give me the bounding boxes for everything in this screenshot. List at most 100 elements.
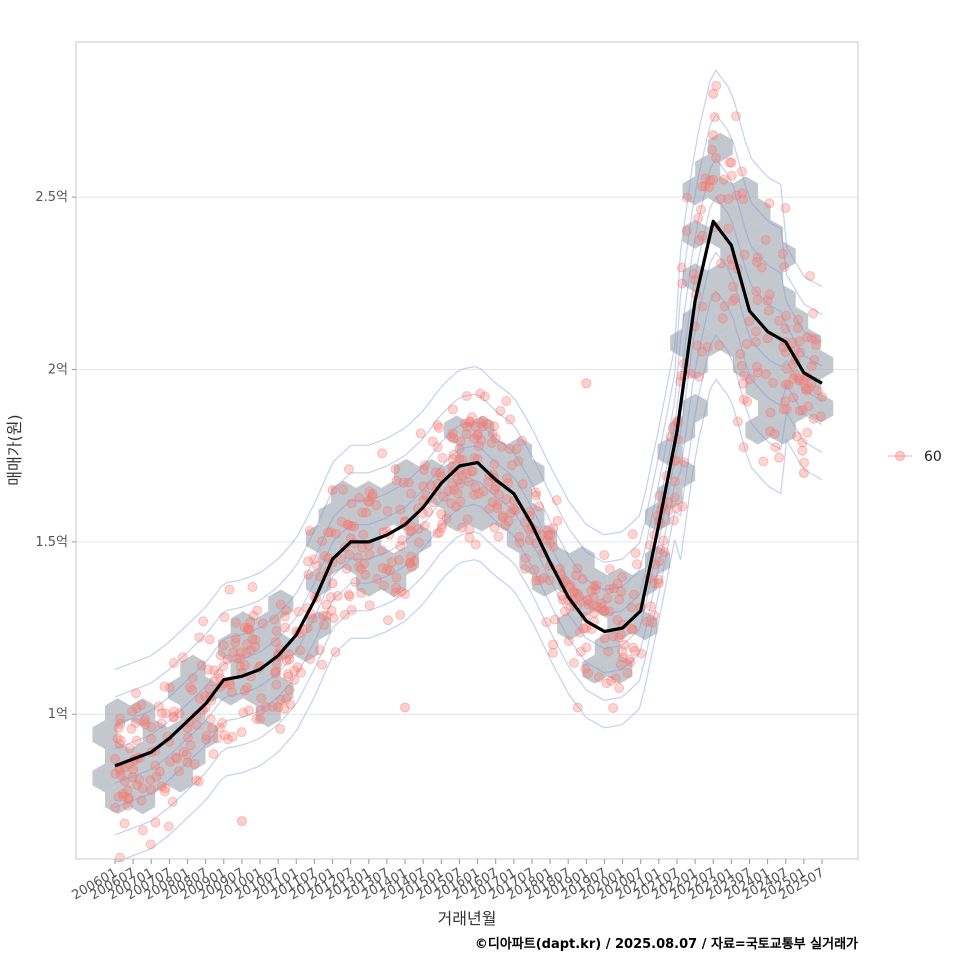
scatter-point: [464, 524, 475, 535]
hex-cell: [469, 459, 495, 488]
scatter-point: [760, 369, 771, 380]
scatter-point: [357, 507, 368, 518]
scatter-point: [436, 471, 447, 482]
scatter-point: [251, 713, 262, 724]
density-contour: [114, 69, 823, 670]
scatter-point: [381, 564, 392, 575]
scatter-point: [715, 193, 726, 204]
scatter-point: [244, 624, 255, 635]
scatter-point: [140, 714, 151, 725]
scatter-point: [364, 486, 375, 497]
scatter-point: [115, 718, 126, 729]
hex-cell: [519, 546, 545, 575]
scatter-point: [406, 551, 417, 562]
scatter-point: [622, 667, 633, 678]
scatter-point: [752, 295, 763, 306]
scatter-point: [613, 632, 624, 643]
scatter-point: [794, 373, 805, 384]
hex-cell: [645, 502, 671, 532]
hex-cell: [406, 524, 432, 554]
scatter-point: [128, 764, 139, 775]
hex-cell: [318, 502, 344, 532]
scatter-point: [517, 479, 528, 490]
scatter-point: [465, 417, 476, 428]
scatter-point: [770, 442, 781, 453]
scatter-point: [238, 707, 249, 718]
scatter-point: [601, 678, 612, 689]
scatter-point: [530, 575, 541, 586]
scatter-point: [209, 676, 220, 687]
scatter-point: [168, 657, 179, 668]
hex-cell: [770, 372, 796, 401]
hex-cell: [293, 633, 319, 662]
scatter-point: [436, 509, 447, 520]
scatter-point: [653, 578, 664, 589]
scatter-point: [418, 464, 429, 475]
scatter-point: [336, 554, 347, 565]
scatter-point: [751, 326, 762, 337]
scatter-point: [267, 701, 278, 712]
scatter-point: [704, 182, 715, 193]
plot-panel-border: [75, 41, 859, 860]
hex-cell: [745, 241, 771, 271]
scatter-point: [295, 667, 306, 678]
scatter-point: [271, 679, 282, 690]
hex-cell: [745, 328, 771, 358]
scatter-point: [321, 610, 332, 621]
scatter-point: [213, 668, 224, 679]
scatter-point: [493, 531, 504, 542]
scatter-point: [330, 528, 341, 539]
scatter-point: [455, 478, 466, 489]
scatter-point: [750, 336, 761, 347]
scatter-point: [614, 594, 625, 605]
scatter-point: [419, 520, 430, 531]
scatter-point: [434, 422, 445, 433]
hex-cell: [331, 524, 357, 554]
scatter-point: [781, 404, 792, 415]
scatter-point: [520, 563, 531, 574]
hex-cell: [707, 263, 733, 293]
gridlines: [76, 196, 858, 715]
hex-cell: [444, 502, 470, 532]
scatter-point: [413, 537, 424, 548]
scatter-point: [781, 363, 792, 374]
scatter-point: [396, 586, 407, 597]
scatter-point: [350, 577, 361, 588]
scatter-point: [174, 766, 185, 777]
scatter-point: [224, 584, 235, 595]
scatter-point: [788, 373, 799, 384]
hex-cell: [770, 415, 796, 445]
scatter-point: [328, 612, 339, 623]
scatter-point: [317, 659, 328, 670]
scatter-point: [803, 383, 814, 394]
scatter-point: [541, 535, 552, 546]
scatter-point: [367, 491, 378, 502]
scatter-point: [285, 699, 296, 710]
scatter-point: [794, 375, 805, 386]
scatter-point: [557, 594, 568, 605]
scatter-point: [131, 735, 142, 746]
scatter-point: [545, 529, 556, 540]
scatter-point: [711, 80, 722, 91]
scatter-point: [146, 733, 157, 744]
scatter-point: [608, 631, 619, 642]
scatter-point: [222, 654, 233, 665]
scatter-point: [114, 738, 125, 749]
scatter-point: [356, 564, 367, 575]
scatter-point: [123, 794, 134, 805]
scatter-point: [765, 426, 776, 437]
scatter-point: [544, 537, 555, 548]
scatter-point: [332, 590, 343, 601]
hex-cell: [356, 567, 382, 597]
scatter-point: [476, 435, 487, 446]
scatter-point: [156, 781, 167, 792]
scatter-point: [359, 558, 370, 569]
scatter-point: [530, 487, 541, 498]
scatter-point: [455, 496, 466, 507]
scatter-point: [372, 573, 383, 584]
legend: 60: [888, 449, 942, 465]
scatter-point: [114, 765, 125, 776]
scatter-point: [728, 281, 739, 292]
scatter-point: [500, 520, 511, 531]
scatter-point: [282, 669, 293, 680]
